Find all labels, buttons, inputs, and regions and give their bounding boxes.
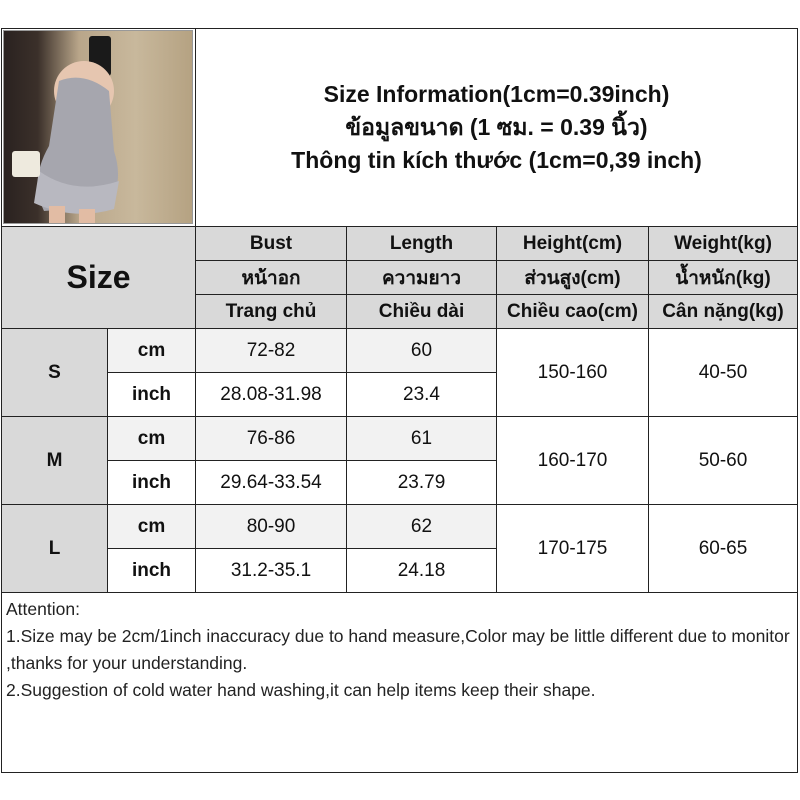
size-header: Size (1, 226, 196, 329)
height-value: 160-170 (496, 416, 649, 505)
header-col-2-en: Height(cm) (496, 226, 649, 261)
size-label: L (1, 504, 108, 593)
height-value: 170-175 (496, 504, 649, 593)
attention-note: Attention: 1.Size may be 2cm/1inch inacc… (1, 592, 798, 773)
title-english: Size Information(1cm=0.39inch) (323, 81, 670, 107)
unit-inch-label: inch (107, 460, 196, 505)
weight-value: 60-65 (648, 504, 798, 593)
height-value: 150-160 (496, 328, 649, 417)
header-col-0-en: Bust (195, 226, 347, 261)
bust-inch-value: 29.64-33.54 (195, 460, 347, 505)
size-label: S (1, 328, 108, 417)
length-cm-value: 60 (346, 328, 497, 373)
weight-value: 40-50 (648, 328, 798, 417)
size-label: M (1, 416, 108, 505)
unit-inch-label: inch (107, 372, 196, 417)
length-inch-value: 23.79 (346, 460, 497, 505)
unit-cm-label: cm (107, 328, 196, 373)
title-vietnamese: Thông tin kích thước (1cm=0,39 inch) (291, 147, 702, 173)
length-cm-value: 61 (346, 416, 497, 461)
attention-heading: Attention: (6, 599, 80, 619)
header-col-2-vi: Chiều cao(cm) (496, 294, 649, 329)
weight-value: 50-60 (648, 416, 798, 505)
bust-inch-value: 28.08-31.98 (195, 372, 347, 417)
header-col-3-en: Weight(kg) (648, 226, 798, 261)
unit-cm-label: cm (107, 504, 196, 549)
header-col-1-en: Length (346, 226, 497, 261)
header-col-3-th: น้ำหนัก(kg) (648, 260, 798, 295)
header-col-0-th: หน้าอก (195, 260, 347, 295)
attention-line-2: 2.Suggestion of cold water hand washing,… (6, 680, 596, 700)
header-col-2-th: ส่วนสูง(cm) (496, 260, 649, 295)
length-cm-value: 62 (346, 504, 497, 549)
attention-line-1: 1.Size may be 2cm/1inch inaccuracy due t… (6, 626, 790, 673)
header-col-3-vi: Cân nặng(kg) (648, 294, 798, 329)
product-photo (3, 30, 193, 224)
length-inch-value: 24.18 (346, 548, 497, 593)
header-col-0-vi: Trang chủ (195, 294, 347, 329)
bust-inch-value: 31.2-35.1 (195, 548, 347, 593)
title-thai: ข้อมูลขนาด (1 ซม. = 0.39 นิ้ว) (345, 114, 648, 140)
unit-cm-label: cm (107, 416, 196, 461)
size-info-title: Size Information(1cm=0.39inch) ข้อมูลขนา… (195, 28, 798, 226)
bust-cm-value: 72-82 (195, 328, 347, 373)
unit-inch-label: inch (107, 548, 196, 593)
length-inch-value: 23.4 (346, 372, 497, 417)
bust-cm-value: 76-86 (195, 416, 347, 461)
bust-cm-value: 80-90 (195, 504, 347, 549)
dress-model-illustration (12, 36, 119, 223)
header-col-1-th: ความยาว (346, 260, 497, 295)
header-col-1-vi: Chiều dài (346, 294, 497, 329)
